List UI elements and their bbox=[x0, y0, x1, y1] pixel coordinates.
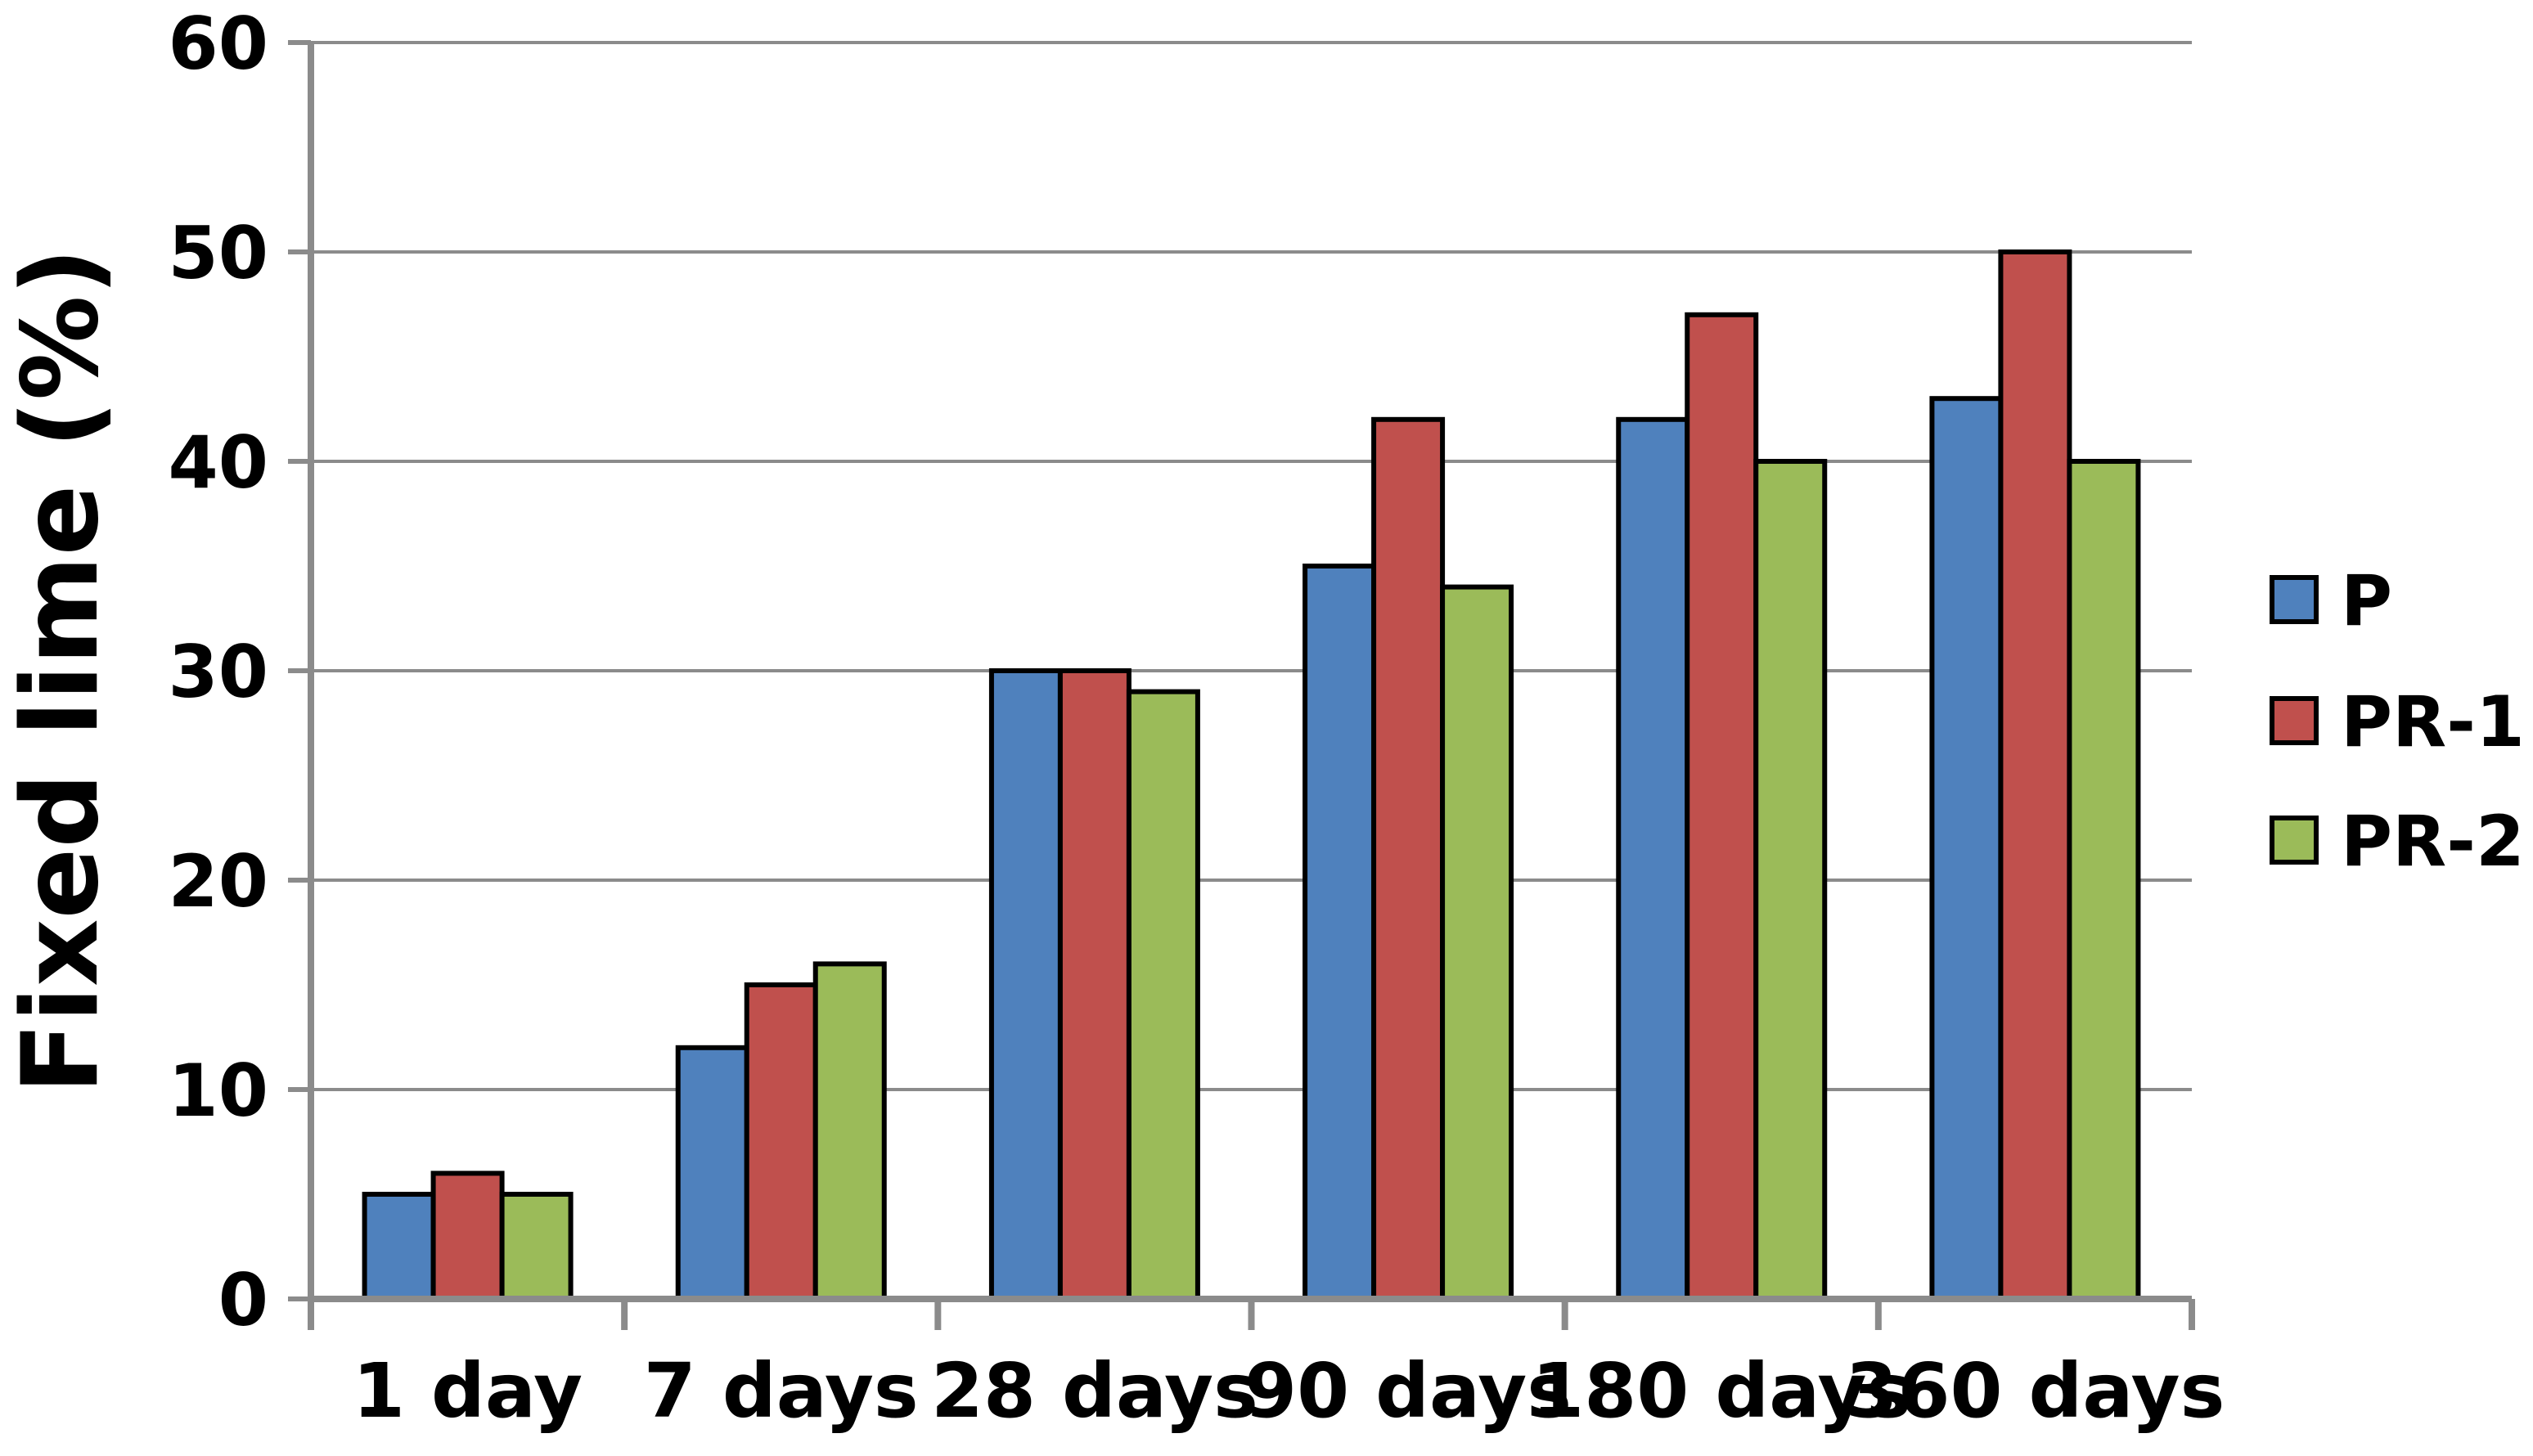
bar-P-7-days bbox=[675, 1045, 749, 1302]
legend-swatch-PR-2 bbox=[2270, 816, 2319, 865]
legend-label-PR-1: PR-1 bbox=[2341, 681, 2525, 763]
bar-PR-1-28-days bbox=[1057, 668, 1132, 1301]
bar-PR-2-180-days bbox=[1753, 459, 1828, 1301]
x-label-28-days: 28 days bbox=[931, 1347, 1258, 1435]
bar-PR-1-1-day bbox=[430, 1171, 505, 1302]
legend-item-P: P bbox=[2270, 560, 2392, 642]
legend-swatch-P bbox=[2270, 575, 2319, 624]
y-tick-label-60: 60 bbox=[169, 2, 268, 86]
legend: P PR-1 PR-2 bbox=[2270, 560, 2525, 883]
bar-PR-1-90-days bbox=[1371, 416, 1446, 1301]
axes-layer bbox=[288, 40, 2195, 1330]
bar-P-1-day bbox=[362, 1192, 436, 1301]
bar-PR-2-90-days bbox=[1440, 584, 1514, 1301]
y-tick-label-10: 10 bbox=[169, 1049, 268, 1133]
bar-PR-2-1-day bbox=[499, 1192, 574, 1301]
y-tick-label-40: 40 bbox=[169, 420, 268, 505]
bar-PR-2-28-days bbox=[1126, 689, 1200, 1301]
y-tick-label-50: 50 bbox=[169, 211, 268, 295]
x-label-360-days: 360 days bbox=[1845, 1347, 2225, 1435]
bar-PR-2-360-days bbox=[2067, 459, 2141, 1301]
y-tick-label-20: 20 bbox=[169, 839, 268, 923]
bars-layer bbox=[362, 249, 2141, 1302]
bar-P-360-days bbox=[1929, 396, 2004, 1302]
legend-label-P: P bbox=[2341, 560, 2392, 642]
bar-PR-1-360-days bbox=[1998, 249, 2072, 1301]
x-label-7-days: 7 days bbox=[644, 1347, 919, 1435]
legend-swatch-PR-1 bbox=[2270, 696, 2319, 745]
y-tick-label-30: 30 bbox=[169, 630, 268, 714]
bar-PR-1-7-days bbox=[744, 982, 818, 1301]
bar-PR-1-180-days bbox=[1685, 312, 1759, 1301]
y-tick-label-0: 0 bbox=[218, 1258, 268, 1342]
legend-item-PR-1: PR-1 bbox=[2270, 681, 2525, 763]
bar-P-180-days bbox=[1616, 416, 1690, 1301]
y-axis-title: Fixed lime (%) bbox=[0, 248, 122, 1094]
x-label-180-days: 180 days bbox=[1532, 1347, 1911, 1435]
x-label-90-days: 90 days bbox=[1244, 1347, 1572, 1435]
x-label-1-day: 1 day bbox=[353, 1347, 583, 1435]
legend-item-PR-2: PR-2 bbox=[2270, 801, 2525, 883]
legend-label-PR-2: PR-2 bbox=[2341, 801, 2525, 883]
bar-PR-2-7-days bbox=[812, 961, 887, 1302]
bar-P-28-days bbox=[988, 668, 1063, 1301]
bar-P-90-days bbox=[1302, 564, 1377, 1301]
